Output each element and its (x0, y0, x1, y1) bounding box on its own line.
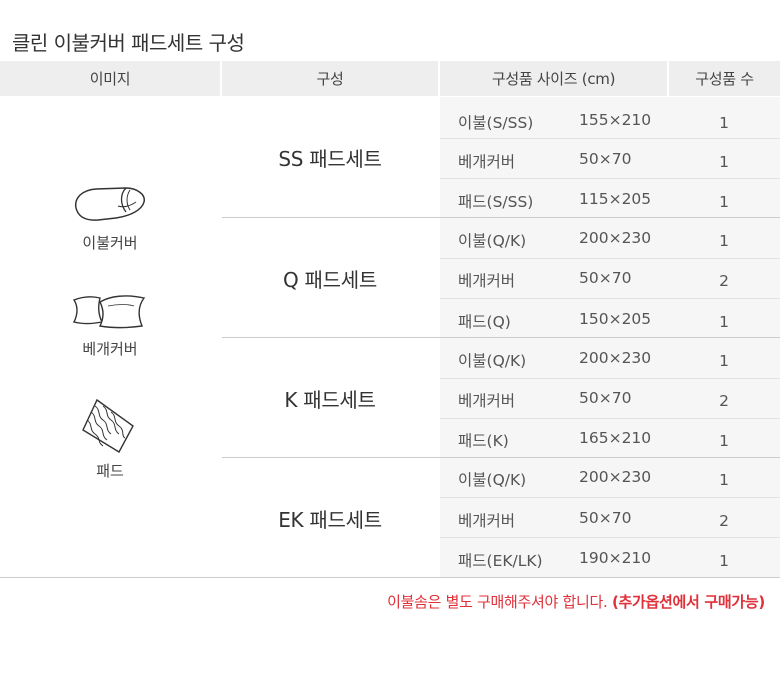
table-row: 이불(Q/K) 200×230 1 (440, 338, 780, 378)
image-item-pillow: 베개커버 (0, 292, 220, 359)
table-row: 패드(Q) 150×205 1 (440, 299, 780, 339)
item-size: 200×230 (579, 349, 652, 367)
item-size: 155×210 (579, 111, 652, 129)
set-band (440, 338, 780, 458)
image-item-pad: 패드 (0, 396, 220, 481)
table-row: 이불(Q/K) 200×230 1 (440, 457, 780, 497)
item-qty: 1 (719, 432, 729, 450)
table-row: 패드(S/SS) 115×205 1 (440, 179, 780, 219)
item-name: 이불(S/SS) (458, 114, 534, 132)
note-text: 이불솜은 별도 구매해주셔야 합니다. (387, 593, 612, 611)
item-size: 200×230 (579, 229, 652, 247)
header-size: 구성품 사이즈 (cm) (440, 61, 667, 96)
table-row: 베개커버 50×70 2 (440, 258, 780, 298)
table-row: 패드(EK/LK) 190×210 1 (440, 538, 780, 578)
pillow-icon (72, 295, 146, 329)
item-size: 190×210 (579, 549, 652, 567)
item-size: 50×70 (579, 269, 632, 287)
note-emphasis: (추가옵션에서 구매가능) (611, 593, 765, 611)
item-qty: 2 (719, 392, 729, 410)
purchase-note: 이불솜은 별도 구매해주셔야 합니다. (추가옵션에서 구매가능) (387, 591, 765, 612)
item-name: 패드(S/SS) (458, 193, 534, 211)
item-size: 50×70 (579, 389, 632, 407)
item-size: 165×210 (579, 429, 652, 447)
item-size: 50×70 (579, 150, 632, 168)
item-name: 베개커버 (458, 392, 516, 410)
table-bottom-divider (0, 577, 780, 578)
table-row: 베개커버 50×70 2 (440, 498, 780, 538)
pad-icon (82, 398, 134, 453)
set-band (440, 218, 780, 338)
header-composition: 구성 (222, 61, 438, 96)
item-qty: 2 (719, 512, 729, 530)
item-qty: 1 (719, 114, 729, 132)
table-row: 이불(S/SS) 155×210 1 (440, 100, 780, 140)
set-band (440, 97, 780, 217)
item-qty: 1 (719, 552, 729, 570)
image-item-comforter: 이불커버 (0, 184, 220, 253)
set-name: K 패드세트 (284, 387, 376, 412)
set-band (440, 458, 780, 578)
header-qty: 구성품 수 (669, 61, 780, 96)
item-name: 패드(K) (458, 432, 509, 450)
set-name: SS 패드세트 (278, 146, 382, 171)
item-name: 베개커버 (458, 153, 516, 171)
set-name: EK 패드세트 (278, 507, 382, 532)
item-qty: 2 (719, 272, 729, 290)
item-name: 패드(EK/LK) (458, 552, 543, 570)
page-title: 클린 이불커버 패드세트 구성 (12, 31, 245, 55)
image-label: 이불커버 (82, 234, 138, 252)
item-size: 200×230 (579, 468, 652, 486)
item-qty: 1 (719, 153, 729, 171)
item-name: 패드(Q) (458, 313, 511, 331)
item-name: 이불(Q/K) (458, 232, 527, 250)
item-qty: 1 (719, 232, 729, 250)
item-size: 115×205 (579, 190, 652, 208)
table-row: 이불(Q/K) 200×230 1 (440, 218, 780, 258)
item-size: 150×205 (579, 310, 652, 328)
image-label: 패드 (96, 462, 124, 480)
header-image: 이미지 (0, 61, 220, 96)
image-column: 이불커버 베개커버 패드 (0, 96, 220, 577)
item-name: 이불(Q/K) (458, 471, 527, 489)
set-name: Q 패드세트 (283, 267, 377, 292)
item-qty: 1 (719, 471, 729, 489)
item-size: 50×70 (579, 509, 632, 527)
image-label: 베개커버 (82, 340, 138, 358)
table-row: 패드(K) 165×210 1 (440, 418, 780, 458)
item-qty: 1 (719, 193, 729, 211)
comforter-icon (74, 187, 145, 221)
item-name: 베개커버 (458, 512, 516, 530)
table-row: 베개커버 50×70 1 (440, 139, 780, 179)
item-qty: 1 (719, 352, 729, 370)
item-qty: 1 (719, 313, 729, 331)
item-name: 베개커버 (458, 272, 516, 290)
item-name: 이불(Q/K) (458, 352, 527, 370)
table-row: 베개커버 50×70 2 (440, 378, 780, 418)
